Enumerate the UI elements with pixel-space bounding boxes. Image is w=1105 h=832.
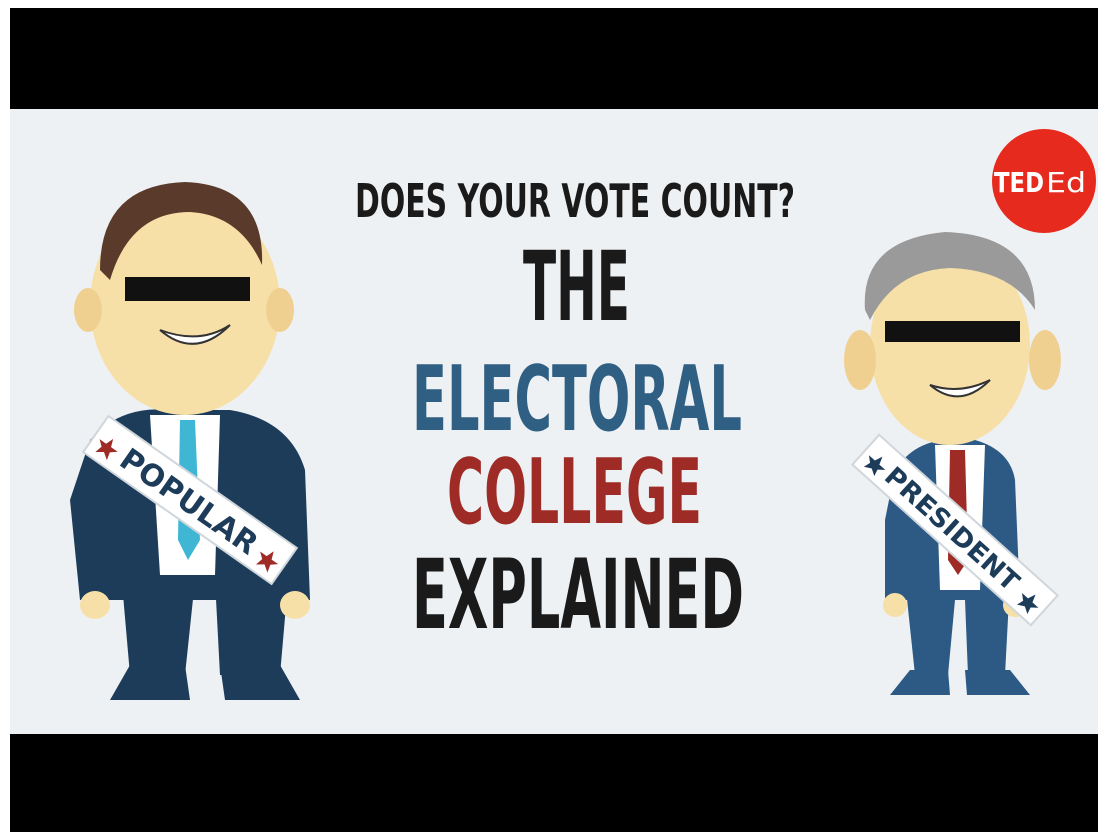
ear bbox=[266, 288, 294, 332]
thumbnail: DOES YOUR VOTE COUNT? THE ELECTORAL COLL… bbox=[0, 0, 1105, 832]
hand bbox=[280, 591, 310, 619]
logo: TED Ed bbox=[992, 129, 1096, 233]
title-line: EXPLAINED bbox=[412, 539, 744, 651]
subtitle: DOES YOUR VOTE COUNT? bbox=[355, 174, 795, 228]
ear bbox=[74, 288, 102, 332]
logo-ed: Ed bbox=[1046, 166, 1086, 199]
top-band bbox=[10, 8, 1098, 109]
ear bbox=[1029, 330, 1061, 390]
bottom-band bbox=[10, 734, 1098, 832]
hand bbox=[80, 591, 110, 619]
title-line: COLLEGE bbox=[447, 440, 702, 545]
eye-bar bbox=[125, 277, 250, 301]
ear bbox=[844, 330, 876, 390]
logo-ted: TED bbox=[994, 166, 1044, 199]
page: {"thumbnail": {"subtitle": "DOES YOUR VO… bbox=[0, 0, 1105, 832]
title-line: THE bbox=[523, 231, 630, 343]
title-line: ELECTORAL bbox=[412, 347, 742, 452]
hand bbox=[883, 593, 907, 617]
eye-bar bbox=[885, 321, 1020, 342]
